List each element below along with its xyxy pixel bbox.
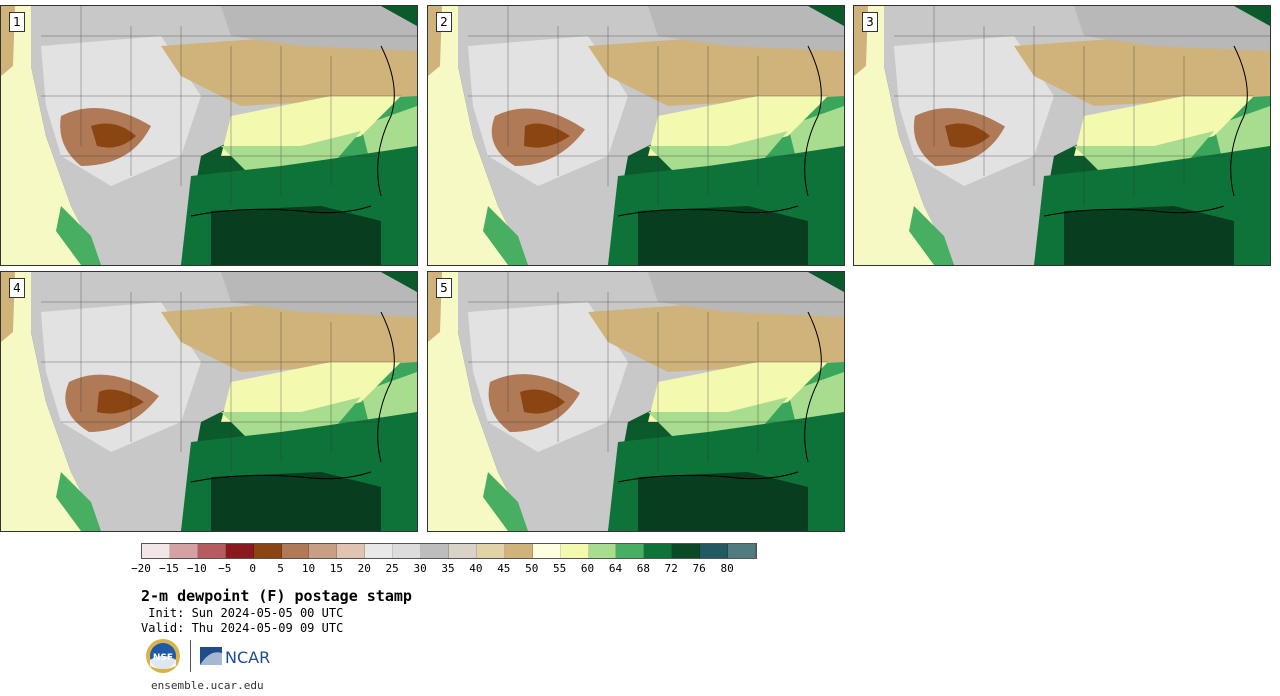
colorbar-ticks: −20 −15 −10 −5 0 5 10 15 20 25 30 35 40 45 50 55 60 64 68 7… (131, 562, 755, 576)
nsf-logo: NSF (146, 639, 180, 673)
colorbar-tick-label: −10 (186, 562, 207, 575)
colorbar-swatch (672, 544, 701, 558)
init-time: Init: Sun 2024-05-05 00 UTC (141, 606, 344, 620)
colorbar-swatch (365, 544, 394, 558)
colorbar-swatch (142, 544, 170, 558)
colorbar-tick-label: 80 (720, 562, 734, 575)
colorbar-swatch (644, 544, 673, 558)
colorbar-swatch (393, 544, 422, 558)
colorbar-swatch (560, 544, 589, 558)
svg-text:NSF: NSF (153, 653, 173, 663)
colorbar-swatch (337, 544, 366, 558)
member-map-5: 5 (427, 271, 845, 532)
colorbar-swatch (281, 544, 310, 558)
logos: NSF NCAR (145, 638, 274, 674)
colorbar-tick-label: 76 (692, 562, 706, 575)
colorbar-tick-label: 64 (608, 562, 623, 575)
colorbar-swatch (309, 544, 338, 558)
member-number-label: 4 (9, 278, 25, 298)
colorbar (141, 543, 757, 559)
colorbar-swatch (197, 544, 226, 558)
colorbar-tick-label: 50 (525, 562, 539, 575)
colorbar-tick-label: 72 (664, 562, 678, 575)
colorbar-tick-label: 45 (497, 562, 511, 575)
colorbar-tick-label: 30 (413, 562, 427, 575)
colorbar-tick-label: 40 (469, 562, 483, 575)
colorbar-tick-label: 0 (249, 562, 256, 575)
valid-time: Valid: Thu 2024-05-09 09 UTC (141, 621, 344, 635)
colorbar-tick-label: 35 (441, 562, 455, 575)
colorbar-tick-label: 10 (301, 562, 316, 575)
member-number-label: 3 (862, 12, 878, 32)
member-map-1: 1 (0, 5, 418, 266)
colorbar-swatch (532, 544, 561, 558)
colorbar-swatch (728, 544, 756, 558)
colorbar-swatch (476, 544, 505, 558)
member-map-4: 4 (0, 271, 418, 532)
website-url: ensemble.ucar.edu (151, 679, 264, 692)
logo-divider (190, 640, 191, 672)
colorbar-tick-label: −20 (131, 562, 151, 575)
svg-text:NCAR: NCAR (225, 648, 270, 667)
colorbar-swatch (253, 544, 282, 558)
colorbar-swatch (700, 544, 729, 558)
member-number-label: 5 (436, 278, 452, 298)
colorbar-tick-label: 15 (329, 562, 343, 575)
colorbar-tick-label: 55 (553, 562, 567, 575)
colorbar-swatch (169, 544, 198, 558)
colorbar-swatch (616, 544, 645, 558)
plot-title: 2-m dewpoint (F) postage stamp (141, 587, 412, 605)
colorbar-swatch (225, 544, 254, 558)
colorbar-swatch (421, 544, 449, 558)
colorbar-tick-label: −15 (158, 562, 179, 575)
colorbar-tick-label: 20 (357, 562, 371, 575)
member-map-3: 3 (853, 5, 1271, 266)
colorbar-tick-label: −5 (218, 562, 232, 575)
member-map-2: 2 (427, 5, 845, 266)
ncar-logo: NCAR (200, 647, 270, 667)
member-number-label: 1 (9, 12, 25, 32)
colorbar-swatch (448, 544, 477, 558)
colorbar-swatch (504, 544, 533, 558)
colorbar-swatch (588, 544, 617, 558)
member-number-label: 2 (436, 12, 452, 32)
colorbar-tick-label: 5 (277, 562, 284, 575)
colorbar-tick-label: 60 (580, 562, 595, 575)
colorbar-tick-label: 68 (636, 562, 650, 575)
colorbar-tick-label: 25 (385, 562, 399, 575)
